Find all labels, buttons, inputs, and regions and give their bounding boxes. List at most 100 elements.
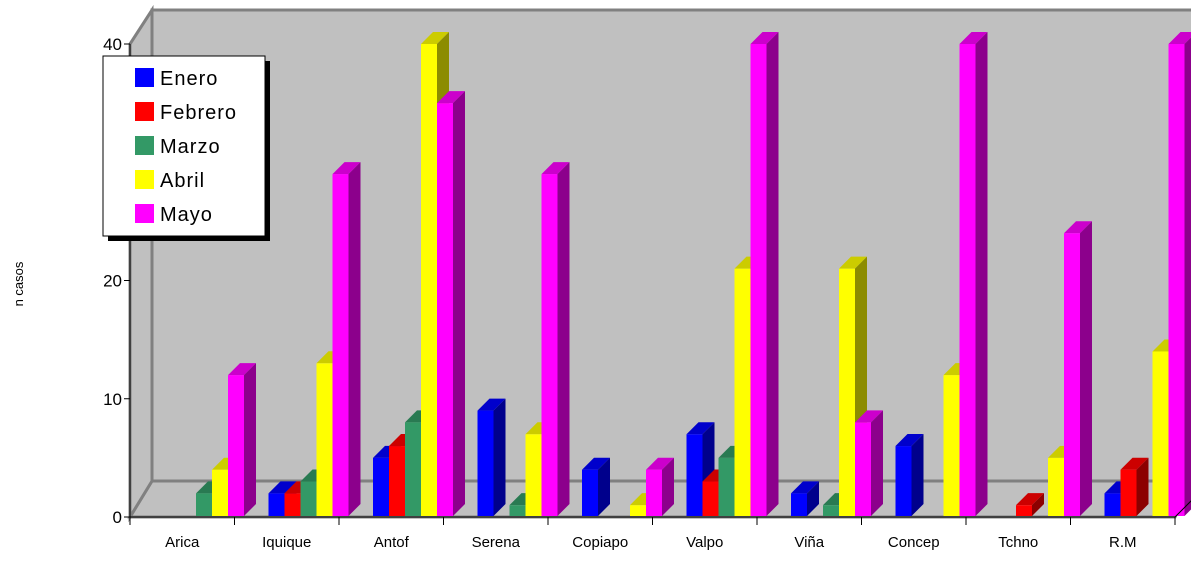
bar-mayo-8: [1064, 221, 1092, 516]
bar-front: [509, 505, 526, 516]
bar-side: [598, 457, 610, 516]
x-tick-label: R.M: [1109, 534, 1137, 551]
chart-walls: [127, 4, 1191, 523]
bar-front: [943, 375, 960, 516]
legend-swatch: [135, 204, 154, 223]
bar-side: [348, 162, 361, 516]
y-tick-label: 40: [103, 35, 122, 54]
bar-front: [421, 44, 437, 516]
x-axis-end: [1174, 500, 1191, 518]
bar-front: [525, 434, 542, 516]
bar-front: [1048, 457, 1064, 516]
bar-side: [871, 410, 883, 516]
bar-front: [839, 268, 855, 516]
bar-front: [284, 493, 301, 516]
bar-top: [791, 481, 819, 494]
legend-label: Abril: [160, 170, 205, 192]
bar-front: [734, 268, 751, 516]
bar-top: [855, 410, 883, 423]
bar-front: [630, 505, 646, 516]
bar-mayo-3: [541, 162, 570, 516]
x-tick-label: Viña: [794, 534, 824, 551]
x-tick-label: Tchno: [998, 534, 1038, 551]
bar-side: [453, 91, 465, 516]
bar-front: [750, 44, 767, 516]
bar-top: [477, 398, 506, 411]
bar-enero-7: [895, 434, 924, 516]
legend-swatch: [135, 68, 154, 87]
bar-front: [332, 174, 349, 516]
bar-top: [646, 457, 674, 470]
x-tick-label: Arica: [165, 534, 200, 551]
chart-legend: Enero Febrero Marzo Abril Mayo: [102, 55, 270, 241]
chart-bars: [196, 32, 1191, 516]
bar-side: [807, 481, 819, 516]
bar-front: [541, 174, 558, 516]
bar-top: [1016, 493, 1044, 506]
bar-side: [766, 32, 779, 516]
bar-side: [911, 434, 924, 516]
bar-side: [493, 398, 506, 516]
bar-front: [1152, 351, 1169, 516]
y-tick-label: 20: [103, 272, 122, 291]
legend-swatch: [135, 136, 154, 155]
chart-back-wall: [150, 8, 1191, 483]
bar-front: [823, 505, 839, 516]
bar-front: [959, 44, 976, 516]
x-tick-label: Copiapo: [572, 534, 628, 551]
bar-top: [959, 32, 988, 44]
bar-front: [477, 410, 494, 516]
bar-mayo-0: [228, 363, 256, 516]
legend-swatch: [135, 170, 154, 189]
x-tick-label: Serena: [472, 534, 521, 551]
legend-swatch: [135, 102, 154, 121]
y-tick-label: 10: [103, 390, 122, 409]
y-tick-label: 0: [113, 508, 122, 527]
legend-label: Mayo: [160, 204, 213, 226]
bar-enero-6: [791, 481, 819, 516]
bar-top: [750, 32, 779, 44]
bar-mayo-5: [750, 32, 779, 516]
bar-front: [895, 446, 912, 516]
bar-front: [1104, 493, 1121, 516]
bar-front: [212, 469, 228, 516]
legend-box: [102, 55, 266, 237]
bar-front: [373, 457, 389, 516]
bar-front: [300, 481, 317, 516]
bar-top: [541, 162, 570, 175]
bar-front: [718, 457, 735, 516]
bar-front: [791, 493, 807, 516]
bar-top: [332, 162, 361, 175]
x-tick-label: Valpo: [686, 534, 723, 551]
bar-front: [686, 434, 703, 516]
bar-front: [1120, 469, 1137, 516]
x-tick-label: Iquique: [262, 534, 311, 551]
x-tick-label: Concep: [888, 534, 940, 551]
bar-front: [268, 493, 285, 516]
bar-febrero-9: [1120, 457, 1149, 516]
bar-enero-4: [582, 457, 610, 516]
bar-front: [855, 422, 871, 516]
legend-label: Febrero: [160, 102, 237, 124]
bar-mayo-7: [959, 32, 988, 516]
bar-front: [646, 469, 662, 516]
bar-side: [1184, 37, 1191, 516]
x-tick-label: Antof: [374, 534, 410, 551]
bar-front: [1064, 233, 1080, 516]
bar-mayo-1: [332, 162, 361, 516]
bar-side: [557, 162, 570, 516]
bar-top: [437, 91, 465, 104]
bar-front: [316, 363, 333, 516]
legend-label: Marzo: [160, 136, 221, 158]
bar-side: [662, 457, 674, 516]
bar-mayo-4: [646, 457, 674, 516]
bar-top: [1120, 457, 1149, 470]
bar-front: [196, 493, 212, 516]
bar-febrero-8: [1016, 493, 1044, 516]
legend-label: Enero: [160, 68, 218, 90]
bar-side: [1136, 457, 1149, 516]
bar-enero-3: [477, 398, 506, 516]
y-axis-title: n casos: [11, 261, 26, 306]
bar-top: [1168, 32, 1191, 44]
